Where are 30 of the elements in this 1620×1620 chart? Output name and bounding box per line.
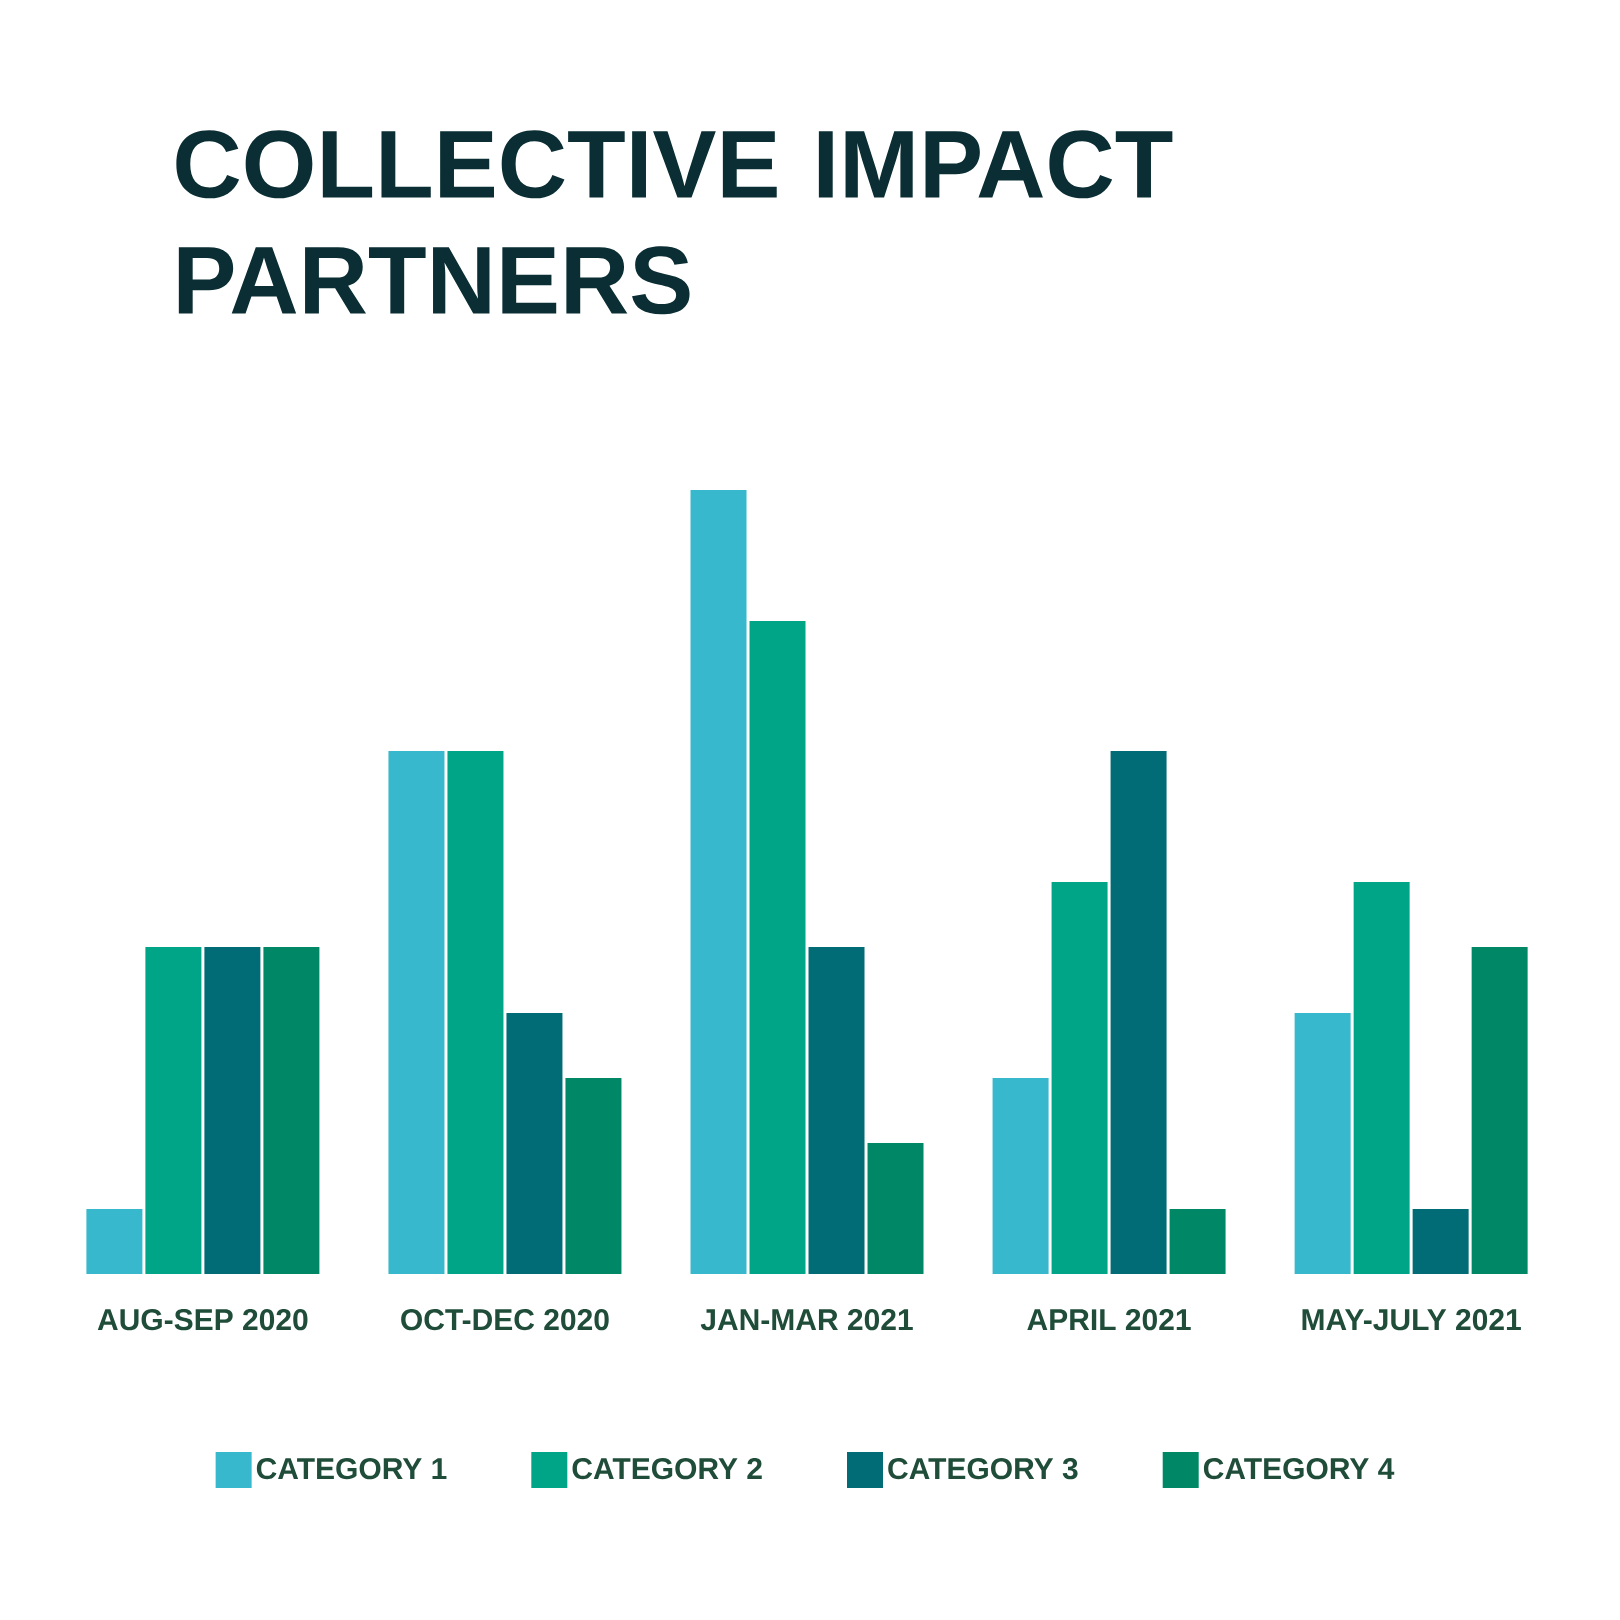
bar [565, 1077, 622, 1274]
bar [263, 947, 320, 1274]
bar [690, 489, 747, 1274]
legend-label: CATEGORY 2 [572, 1458, 762, 1480]
bar [388, 751, 445, 1274]
bar [1110, 751, 1167, 1274]
bar [992, 1077, 1049, 1274]
x-tick-label: MAY-JULY 2021 [1302, 1309, 1521, 1331]
chart-title: COLLECTIVE IMPACT PARTNERS [176, 130, 1173, 315]
x-tick-label: OCT-DEC 2020 [401, 1309, 609, 1331]
bar [204, 947, 261, 1274]
bar [1412, 1208, 1469, 1274]
legend-label: CATEGORY 4 [1203, 1458, 1395, 1480]
bar [867, 1143, 924, 1274]
legend-label: CATEGORY 1 [256, 1458, 447, 1480]
bar [749, 620, 806, 1274]
x-tick-label: AUG-SEP 2020 [97, 1309, 308, 1331]
bar [1294, 1012, 1351, 1274]
bar [1353, 881, 1410, 1274]
bar [86, 1208, 143, 1274]
bar [1471, 947, 1528, 1274]
legend-label: CATEGORY 3 [888, 1458, 1078, 1480]
bar [506, 1012, 563, 1274]
bar [808, 947, 865, 1274]
x-tick-label: APRIL 2021 [1027, 1309, 1191, 1331]
bar [145, 947, 202, 1274]
x-tick-label: JAN-MAR 2021 [700, 1309, 913, 1331]
bar [1169, 1208, 1226, 1274]
bar [447, 751, 504, 1274]
bar [1051, 881, 1108, 1274]
